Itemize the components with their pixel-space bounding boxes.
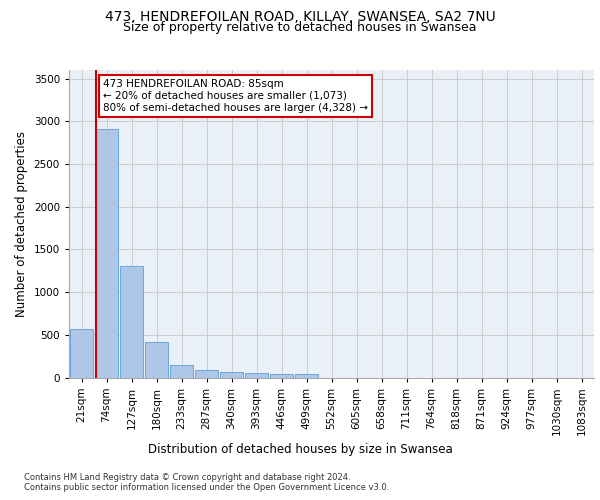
- Bar: [220, 372, 243, 378]
- Bar: [95, 129, 118, 378]
- Bar: [120, 266, 143, 378]
- Text: Size of property relative to detached houses in Swansea: Size of property relative to detached ho…: [123, 22, 477, 35]
- Text: Contains HM Land Registry data © Crown copyright and database right 2024.: Contains HM Land Registry data © Crown c…: [24, 472, 350, 482]
- Bar: [270, 374, 293, 378]
- Bar: [145, 342, 168, 378]
- Text: Contains public sector information licensed under the Open Government Licence v3: Contains public sector information licen…: [24, 484, 389, 492]
- Bar: [295, 374, 318, 378]
- Bar: [195, 370, 218, 378]
- Text: 473 HENDREFOILAN ROAD: 85sqm
← 20% of detached houses are smaller (1,073)
80% of: 473 HENDREFOILAN ROAD: 85sqm ← 20% of de…: [103, 80, 368, 112]
- Y-axis label: Number of detached properties: Number of detached properties: [15, 130, 28, 317]
- Text: 473, HENDREFOILAN ROAD, KILLAY, SWANSEA, SA2 7NU: 473, HENDREFOILAN ROAD, KILLAY, SWANSEA,…: [104, 10, 496, 24]
- Bar: [170, 364, 193, 378]
- Bar: [70, 329, 93, 378]
- Text: Distribution of detached houses by size in Swansea: Distribution of detached houses by size …: [148, 442, 452, 456]
- Bar: [245, 373, 268, 378]
